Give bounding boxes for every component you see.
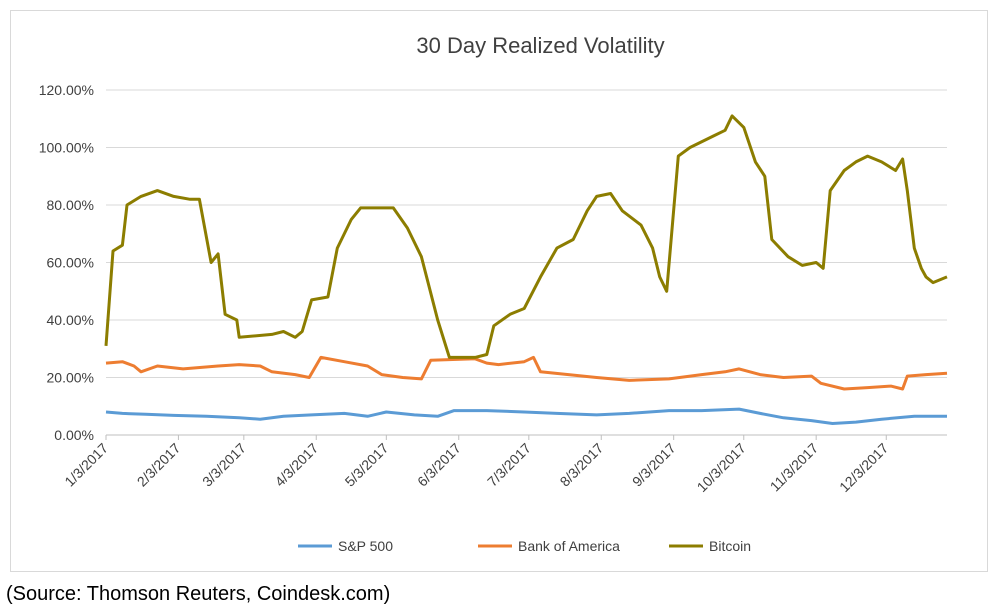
legend-label: Bitcoin xyxy=(709,538,751,554)
y-tick-label: 60.00% xyxy=(47,255,94,271)
series-line-bank-of-america xyxy=(105,355,948,391)
y-tick-label: 80.00% xyxy=(47,197,94,213)
legend-label: S&P 500 xyxy=(338,538,393,554)
x-tick-label: 4/3/2017 xyxy=(272,440,322,490)
legend-label: Bank of America xyxy=(518,538,620,554)
x-tick-label: 11/3/2017 xyxy=(767,440,822,495)
series-line-bitcoin xyxy=(104,114,948,359)
series-line-s-p-500 xyxy=(105,407,947,425)
x-tick-label: 12/3/2017 xyxy=(836,440,892,496)
x-tick-label: 9/3/2017 xyxy=(629,440,679,490)
x-tick-label: 7/3/2017 xyxy=(484,440,534,490)
y-tick-label: 40.00% xyxy=(47,312,94,328)
x-tick-label: 6/3/2017 xyxy=(414,440,464,490)
volatility-line-chart: 30 Day Realized Volatility 0.00% 20.00% 40.… xyxy=(39,33,948,554)
x-tick-label: 10/3/2017 xyxy=(694,440,750,496)
x-tick-label: 1/3/2017 xyxy=(61,440,111,490)
chart-title: 30 Day Realized Volatility xyxy=(416,33,664,58)
y-tick-label: 100.00% xyxy=(39,140,94,156)
y-tick-label: 0.00% xyxy=(54,427,94,443)
source-note: (Source: Thomson Reuters, Coindesk.com) xyxy=(6,583,391,605)
x-tick-label: 2/3/2017 xyxy=(134,440,184,490)
x-tick-label: 5/3/2017 xyxy=(342,440,392,490)
x-tick-label: 8/3/2017 xyxy=(557,440,607,490)
y-tick-label: 20.00% xyxy=(47,370,94,386)
x-tick-label: 3/3/2017 xyxy=(199,440,249,490)
y-tick-label: 120.00% xyxy=(39,82,94,98)
chart-frame: 30 Day Realized Volatility 0.00% 20.00% 40.… xyxy=(10,10,988,572)
